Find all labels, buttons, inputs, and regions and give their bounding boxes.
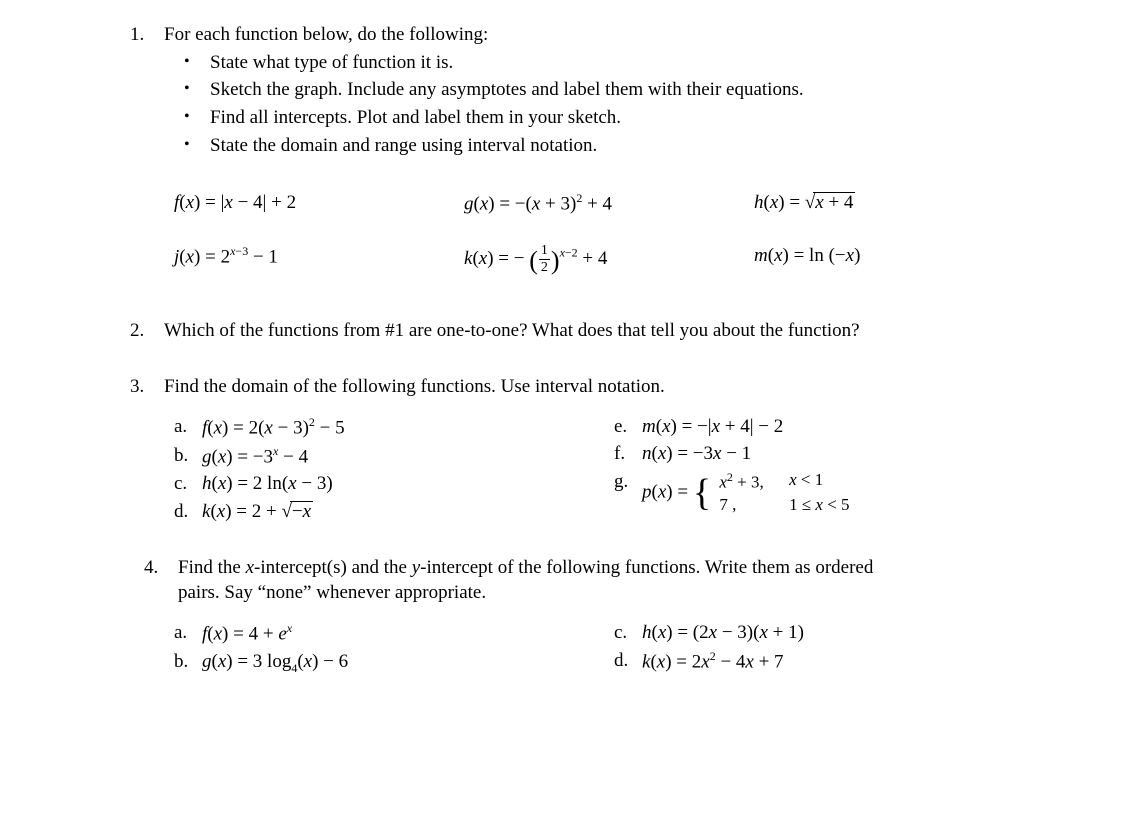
item-label: c. — [174, 471, 202, 497]
item-label: e. — [614, 414, 642, 440]
q1-bullet: •Sketch the graph. Include any asymptote… — [184, 77, 1085, 103]
q4-item-a: a.f(x) = 4 + ex — [174, 620, 594, 647]
bullet-icon: • — [184, 133, 210, 157]
q1-fn-g: g(x) = −(x + 3)2 + 4 — [464, 190, 754, 217]
item-body: k(x) = 2x2 − 4x + 7 — [642, 648, 1085, 675]
q4-stem-line1: Find the x-intercept(s) and the y-interc… — [178, 555, 1085, 581]
q1-bullet-text: State what type of function it is. — [210, 50, 453, 76]
q1-bullet: •State the domain and range using interv… — [184, 133, 1085, 159]
item-body: n(x) = −3x − 1 — [642, 441, 1085, 467]
item-label: b. — [174, 649, 202, 675]
question-1: 1. For each function below, do the follo… — [130, 22, 1085, 160]
q2-number: 2. — [130, 318, 164, 344]
item-label: d. — [614, 648, 642, 674]
q4-item-c: c.h(x) = (2x − 3)(x + 1) — [614, 620, 1085, 646]
q3-number: 3. — [130, 374, 164, 400]
q3-item-a: a.f(x) = 2(x − 3)2 − 5 — [174, 414, 594, 441]
q2-text: Which of the functions from #1 are one-t… — [164, 318, 1085, 344]
q1-fn-j: j(x) = 2x−3 − 1 — [174, 243, 464, 278]
q1-fn-k: k(x) = − (12)x−2 + 4 — [464, 243, 754, 278]
q4-left-col: a.f(x) = 4 + ex b.g(x) = 3 log4(x) − 6 — [174, 620, 594, 678]
q1-fn-m: m(x) = ln (−x) — [754, 243, 1014, 278]
q1-fn-h: h(x) = √x + 4 — [754, 190, 1014, 217]
q1-bullet: •State what type of function it is. — [184, 50, 1085, 76]
item-label: c. — [614, 620, 642, 646]
q4-right-col: c.h(x) = (2x − 3)(x + 1) d.k(x) = 2x2 − … — [614, 620, 1085, 678]
item-body: m(x) = −|x + 4| − 2 — [642, 414, 1085, 440]
q1-stem: For each function below, do the followin… — [164, 22, 1085, 48]
item-label: g. — [614, 469, 642, 495]
q3-item-f: f.n(x) = −3x − 1 — [614, 441, 1085, 467]
item-label: d. — [174, 499, 202, 525]
item-label: a. — [174, 620, 202, 646]
q3-stem: Find the domain of the following functio… — [164, 374, 1085, 400]
q4-item-b: b.g(x) = 3 log4(x) − 6 — [174, 649, 594, 676]
q1-functions-grid: f(x) = |x − 4| + 2 g(x) = −(x + 3)2 + 4 … — [174, 190, 1085, 278]
bullet-icon: • — [184, 77, 210, 101]
item-body: h(x) = 2 ln(x − 3) — [202, 471, 594, 497]
question-3: 3. Find the domain of the following func… — [130, 374, 1085, 400]
item-body: k(x) = 2 + √−x — [202, 499, 594, 525]
q3-item-b: b.g(x) = −3x − 4 — [174, 443, 594, 470]
q3-right-col: e.m(x) = −|x + 4| − 2 f.n(x) = −3x − 1 g… — [614, 414, 1085, 527]
q3-items: a.f(x) = 2(x − 3)2 − 5 b.g(x) = −3x − 4 … — [174, 414, 1085, 527]
q4-stem: Find the x-intercept(s) and the y-interc… — [178, 555, 1085, 606]
item-body: p(x) = { x2 + 3,x < 1 7 ,1 ≤ x < 5 — [642, 469, 1085, 518]
item-body: g(x) = −3x − 4 — [202, 443, 594, 470]
q1-bullet-text: State the domain and range using interva… — [210, 133, 597, 159]
q4-stem-line2: pairs. Say “none” whenever appropriate. — [178, 580, 1085, 606]
q1-fn-f: f(x) = |x − 4| + 2 — [174, 190, 464, 217]
worksheet-page: 1. For each function below, do the follo… — [0, 0, 1125, 698]
item-label: f. — [614, 441, 642, 467]
bullet-icon: • — [184, 50, 210, 74]
item-label: b. — [174, 443, 202, 469]
q3-item-g: g.p(x) = { x2 + 3,x < 1 7 ,1 ≤ x < 5 — [614, 469, 1085, 518]
item-body: g(x) = 3 log4(x) − 6 — [202, 649, 594, 676]
q3-item-c: c.h(x) = 2 ln(x − 3) — [174, 471, 594, 497]
q1-number: 1. — [130, 22, 164, 48]
q1-bullet: •Find all intercepts. Plot and label the… — [184, 105, 1085, 131]
q3-item-d: d.k(x) = 2 + √−x — [174, 499, 594, 525]
q4-items: a.f(x) = 4 + ex b.g(x) = 3 log4(x) − 6 c… — [174, 620, 1085, 678]
item-body: f(x) = 4 + ex — [202, 620, 594, 647]
q4-item-d: d.k(x) = 2x2 − 4x + 7 — [614, 648, 1085, 675]
q1-bullet-text: Sketch the graph. Include any asymptotes… — [210, 77, 804, 103]
item-body: f(x) = 2(x − 3)2 − 5 — [202, 414, 594, 441]
q4-number: 4. — [144, 555, 178, 581]
q3-left-col: a.f(x) = 2(x − 3)2 − 5 b.g(x) = −3x − 4 … — [174, 414, 594, 527]
bullet-icon: • — [184, 105, 210, 129]
q1-body: For each function below, do the followin… — [164, 22, 1085, 160]
item-body: h(x) = (2x − 3)(x + 1) — [642, 620, 1085, 646]
question-2: 2. Which of the functions from #1 are on… — [130, 318, 1085, 344]
item-label: a. — [174, 414, 202, 440]
q1-bullets: •State what type of function it is. •Ske… — [184, 50, 1085, 159]
q1-bullet-text: Find all intercepts. Plot and label them… — [210, 105, 621, 131]
q3-item-e: e.m(x) = −|x + 4| − 2 — [614, 414, 1085, 440]
question-4: 4. Find the x-intercept(s) and the y-int… — [144, 555, 1085, 606]
